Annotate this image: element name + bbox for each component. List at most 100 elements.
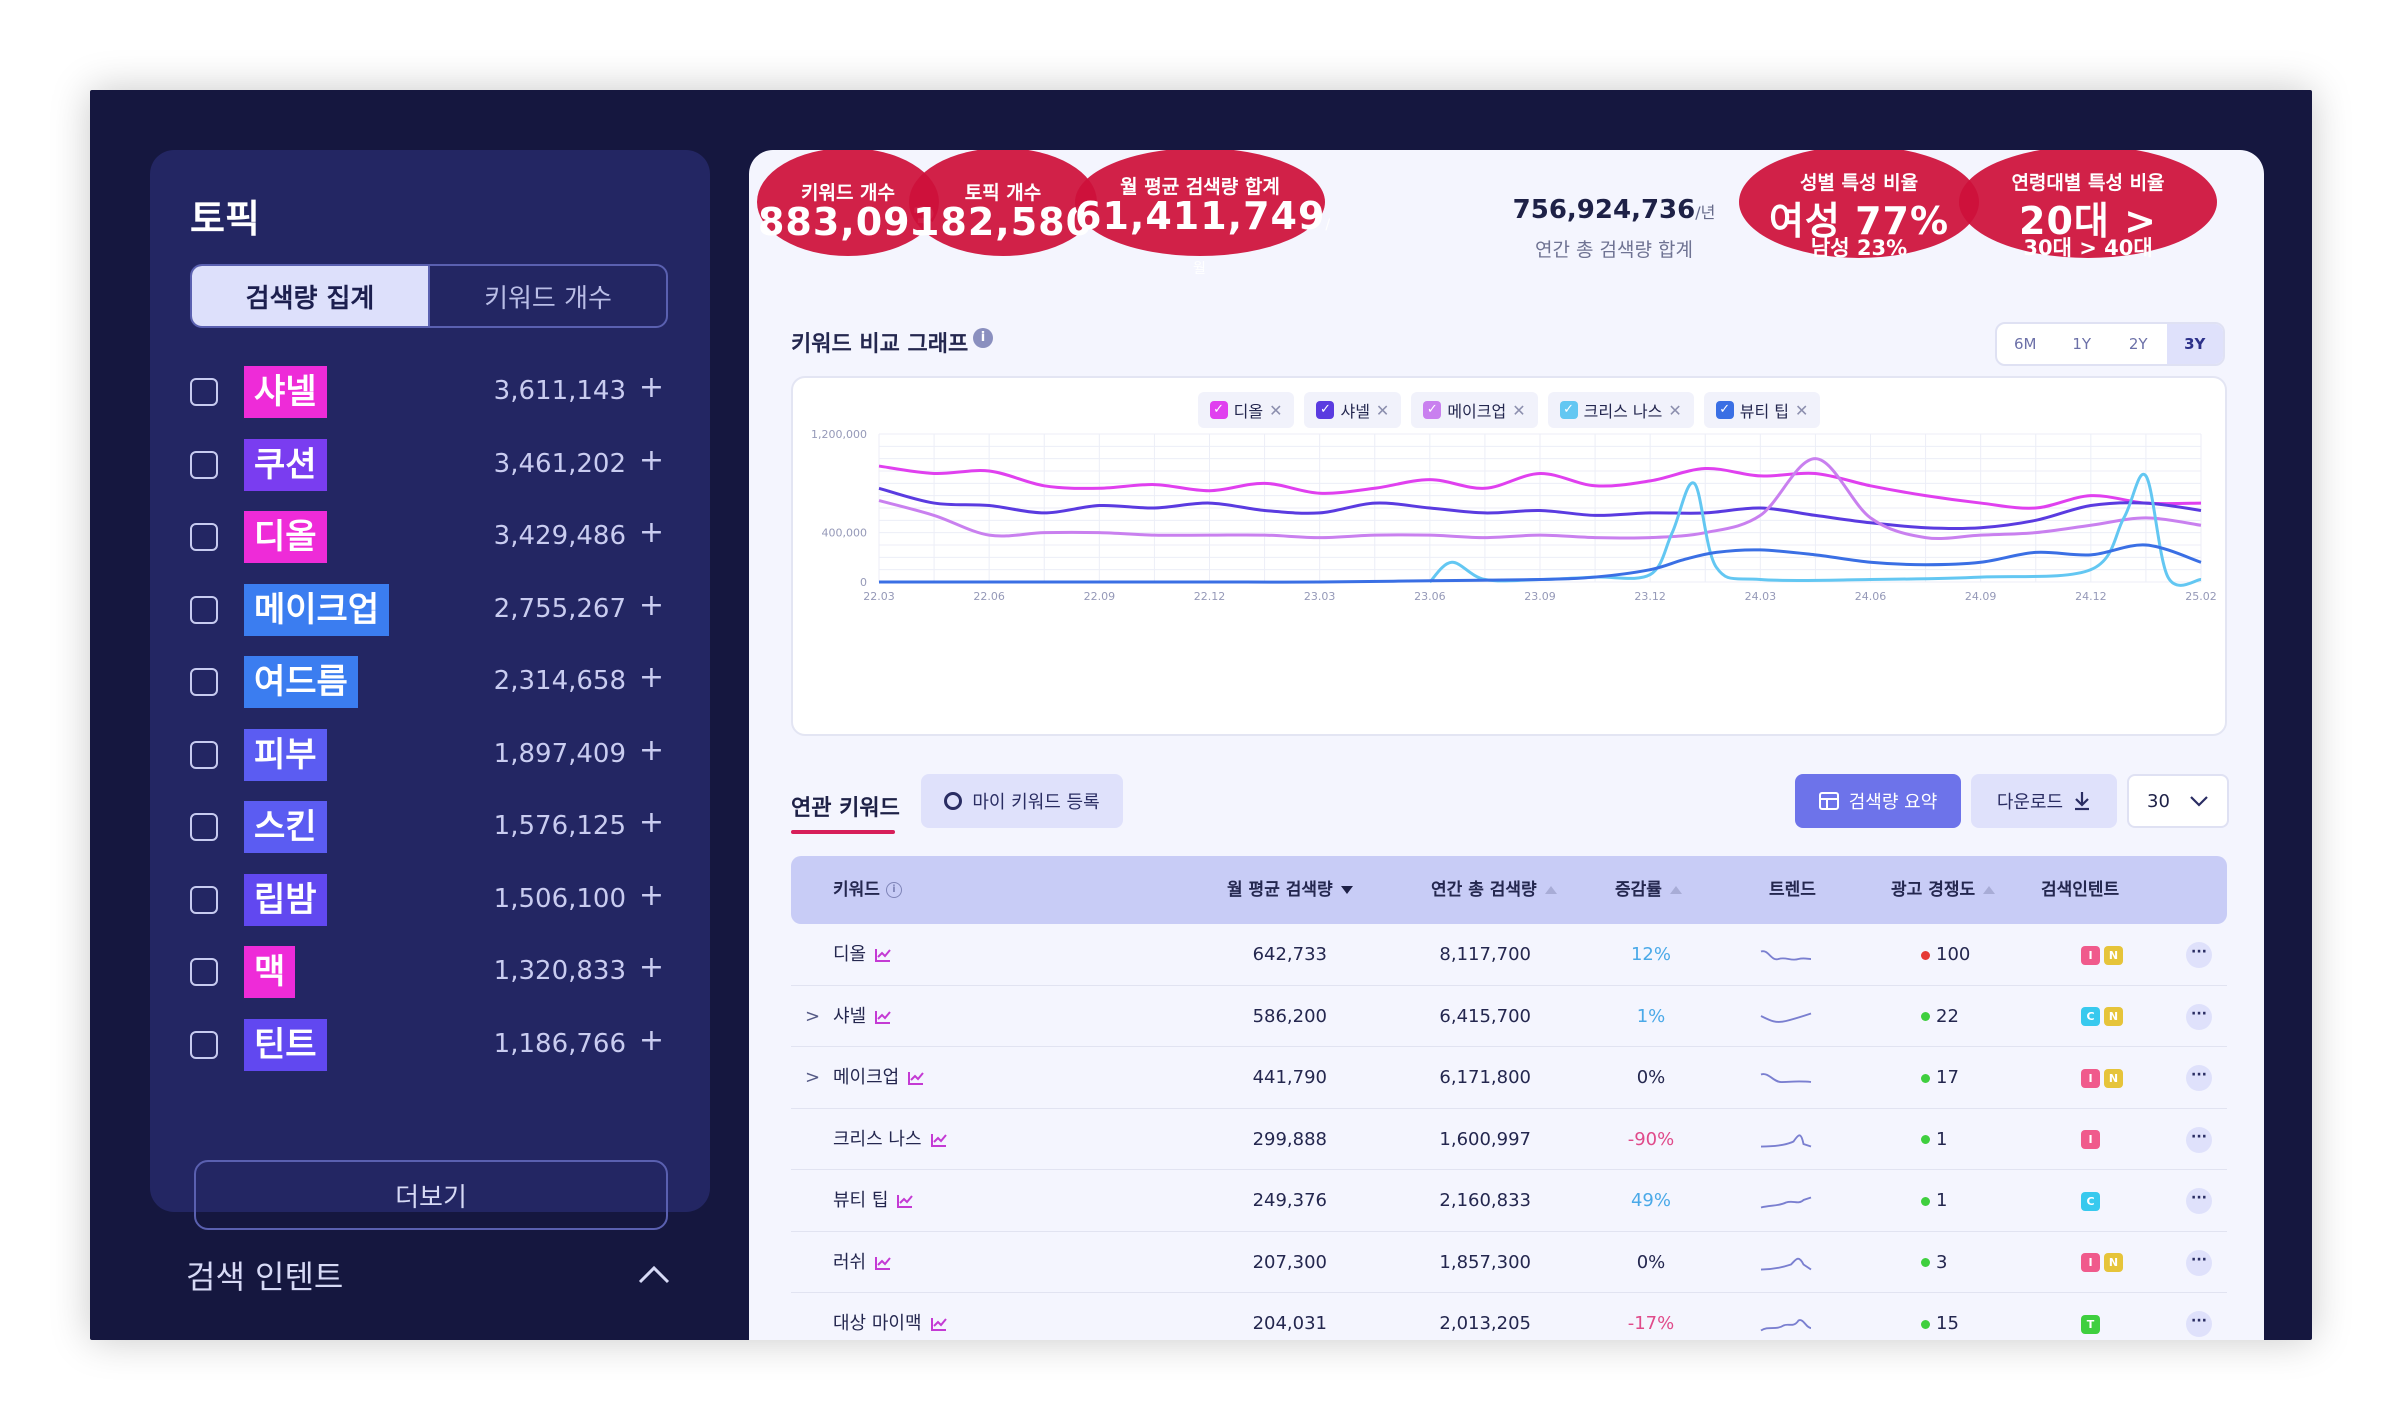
chart-trend-icon[interactable]	[896, 1193, 914, 1209]
plus-icon[interactable]: +	[638, 660, 664, 695]
keyword-cell[interactable]: 러쉬	[833, 1232, 892, 1293]
trend-sparkline	[1760, 950, 1812, 961]
keyword-cell[interactable]: 크리스 나스	[833, 1109, 948, 1170]
topic-tag[interactable]: 여드름	[244, 656, 358, 708]
keyword-cell[interactable]: 샤넬	[833, 986, 892, 1047]
plus-icon[interactable]: +	[638, 950, 664, 985]
expand-chevron-icon[interactable]: >	[805, 1067, 821, 1088]
col-monthly[interactable]: 월 평균 검색량	[1227, 856, 1353, 924]
topic-tag[interactable]: 맥	[244, 946, 296, 998]
period-1y[interactable]: 1Y	[2072, 335, 2092, 353]
table-row[interactable]: 대상 마이맥 204,031 2,013,205 -17% 15 T ···	[791, 1293, 2227, 1340]
close-icon[interactable]: ✕	[1668, 400, 1682, 420]
legend-chip[interactable]: ✓ 뷰티 팁 ✕	[1703, 392, 1821, 428]
plus-icon[interactable]: +	[638, 732, 664, 768]
topic-checkbox[interactable]	[190, 523, 218, 551]
chevron-up-icon[interactable]	[636, 1256, 672, 1292]
chart-trend-icon[interactable]	[907, 1070, 925, 1086]
keyword-cell[interactable]: 뷰티 팁	[833, 1170, 914, 1231]
keyword-text: 크리스 나스	[833, 1128, 922, 1150]
close-icon[interactable]: ✕	[1512, 400, 1526, 420]
legend-chip[interactable]: ✓ 디올 ✕	[1197, 392, 1295, 428]
table-row[interactable]: > 샤넬 586,200 6,415,700 1% 22 C N ···	[791, 986, 2227, 1047]
plus-icon[interactable]: +	[638, 515, 664, 550]
topic-checkbox[interactable]	[190, 740, 218, 769]
segment-keyword-count[interactable]: 키워드 개수	[428, 266, 666, 326]
keyword-cell[interactable]: 디올	[833, 924, 892, 985]
col-keyword[interactable]: 키워드 i	[833, 856, 902, 924]
close-icon[interactable]: ✕	[1375, 400, 1390, 420]
page-size-select[interactable]: 30	[2127, 774, 2229, 828]
topic-tag[interactable]: 스킨	[244, 801, 327, 853]
more-button[interactable]: 더보기	[194, 1160, 668, 1230]
period-3y[interactable]: 3Y	[2166, 324, 2223, 364]
segment-search-volume[interactable]: 검색량 집계	[192, 266, 428, 326]
plus-icon[interactable]: +	[638, 877, 664, 913]
topic-tag[interactable]: 디올	[244, 511, 327, 563]
col-annual[interactable]: 연간 총 검색량	[1431, 856, 1557, 924]
table-row[interactable]: 뷰티 팁 249,376 2,160,833 49% 1 C ···	[791, 1170, 2227, 1232]
topic-checkbox[interactable]	[190, 885, 218, 914]
topic-tag[interactable]: 립밤	[244, 873, 327, 926]
table-row[interactable]: 러쉬 207,300 1,857,300 0% 3 I N ···	[791, 1232, 2227, 1293]
topic-checkbox[interactable]	[190, 668, 218, 696]
more-options-icon[interactable]: ···	[2186, 1311, 2212, 1337]
topic-tag[interactable]: 메이크업	[244, 583, 390, 636]
topic-checkbox[interactable]	[190, 813, 218, 841]
search-volume-summary-button[interactable]: 검색량 요약	[1795, 774, 1961, 828]
info-icon[interactable]: i	[973, 328, 993, 348]
topic-tag[interactable]: 피부	[244, 728, 327, 781]
topic-tag[interactable]: 틴트	[244, 1018, 327, 1071]
keyword-comparison-chart: 1,200,000 400,000 0 22.03 22.06 22.09 22.12 23.…	[791, 376, 2227, 736]
legend-chip[interactable]: ✓ 샤넬 ✕	[1304, 392, 1402, 428]
register-my-keyword-button[interactable]: 마이 키워드 등록	[921, 774, 1123, 828]
table-row[interactable]: > 메이크업 441,790 6,171,800 0% 17 I N ···	[791, 1047, 2227, 1109]
more-options-icon[interactable]: ···	[2186, 1249, 2212, 1276]
expand-chevron-icon[interactable]: >	[805, 1005, 821, 1027]
topic-checkbox[interactable]	[190, 450, 218, 479]
competition-cell: 22	[1921, 986, 2021, 1047]
table-row[interactable]: 디올 642,733 8,117,700 12% 100 I N ···	[791, 924, 2227, 986]
info-icon[interactable]: i	[885, 882, 902, 898]
legend-chip[interactable]: ✓ 메이크업 ✕	[1411, 392, 1538, 428]
chart-trend-icon[interactable]	[930, 1132, 948, 1148]
col-growth[interactable]: 증감률	[1615, 856, 1682, 924]
topic-checkbox[interactable]	[190, 958, 218, 986]
checkbox-checked-icon[interactable]: ✓	[1423, 401, 1442, 419]
age-ratio-main: 20대 >	[2019, 199, 2157, 243]
close-icon[interactable]: ✕	[1794, 400, 1809, 420]
more-options-icon[interactable]: ···	[2186, 1188, 2212, 1214]
more-options-icon[interactable]: ···	[2186, 942, 2212, 968]
chart-trend-icon[interactable]	[874, 1255, 892, 1271]
close-icon[interactable]: ✕	[1269, 400, 1283, 420]
period-2y[interactable]: 2Y	[2128, 335, 2148, 353]
table-row[interactable]: 크리스 나스 299,888 1,600,997 -90% 1 I ···	[791, 1109, 2227, 1170]
chart-trend-icon[interactable]	[874, 1009, 892, 1025]
plus-icon[interactable]: +	[638, 370, 664, 405]
download-button[interactable]: 다운로드	[1971, 774, 2117, 828]
checkbox-checked-icon[interactable]: ✓	[1715, 401, 1734, 419]
tab-related-keywords[interactable]: 연관 키워드	[791, 796, 900, 821]
topic-checkbox[interactable]	[190, 1030, 218, 1059]
topic-checkbox[interactable]	[190, 378, 218, 406]
plus-icon[interactable]: +	[638, 442, 664, 478]
more-options-icon[interactable]: ···	[2186, 1126, 2212, 1153]
period-6m[interactable]: 6M	[2014, 335, 2037, 353]
topic-tag[interactable]: 쿠션	[244, 438, 327, 491]
keyword-cell[interactable]: 메이크업	[833, 1047, 925, 1108]
more-options-icon[interactable]: ···	[2186, 1003, 2212, 1030]
chart-trend-icon[interactable]	[874, 947, 892, 963]
checkbox-checked-icon[interactable]: ✓	[1559, 401, 1578, 419]
checkbox-checked-icon[interactable]: ✓	[1209, 401, 1228, 419]
plus-icon[interactable]: +	[638, 805, 664, 840]
topic-tag[interactable]: 샤넬	[244, 366, 327, 418]
more-options-icon[interactable]: ···	[2186, 1065, 2212, 1091]
chart-trend-icon[interactable]	[930, 1316, 948, 1332]
col-competition[interactable]: 광고 경쟁도	[1891, 856, 1996, 924]
checkbox-checked-icon[interactable]: ✓	[1316, 401, 1335, 419]
plus-icon[interactable]: +	[638, 587, 664, 623]
topic-checkbox[interactable]	[190, 595, 218, 624]
legend-chip[interactable]: ✓ 크리스 나스 ✕	[1547, 392, 1694, 428]
keyword-cell[interactable]: 대상 마이맥	[833, 1293, 948, 1340]
plus-icon[interactable]: +	[638, 1022, 664, 1058]
